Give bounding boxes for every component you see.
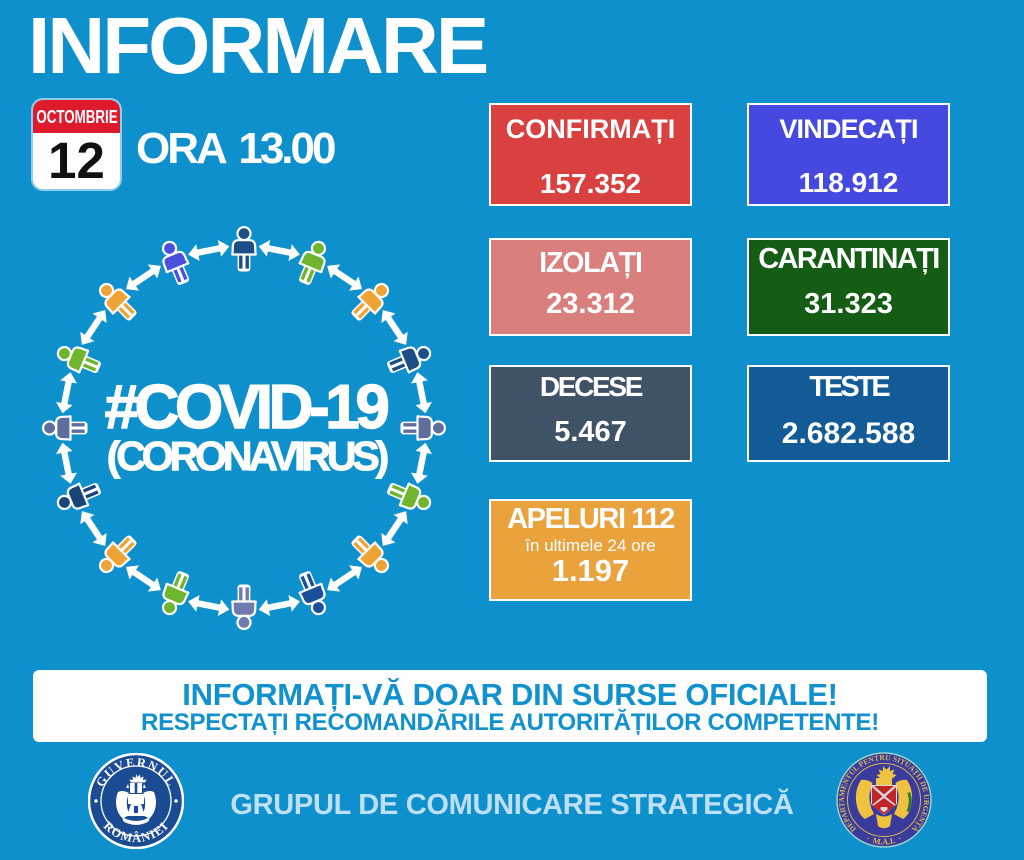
- svg-text:#COVID-19: #COVID-19: [105, 373, 389, 442]
- svg-text:· M.A.I. ·: · M.A.I. ·: [865, 833, 904, 847]
- svg-text:(CORONAVIRUS): (CORONAVIRUS): [107, 433, 388, 479]
